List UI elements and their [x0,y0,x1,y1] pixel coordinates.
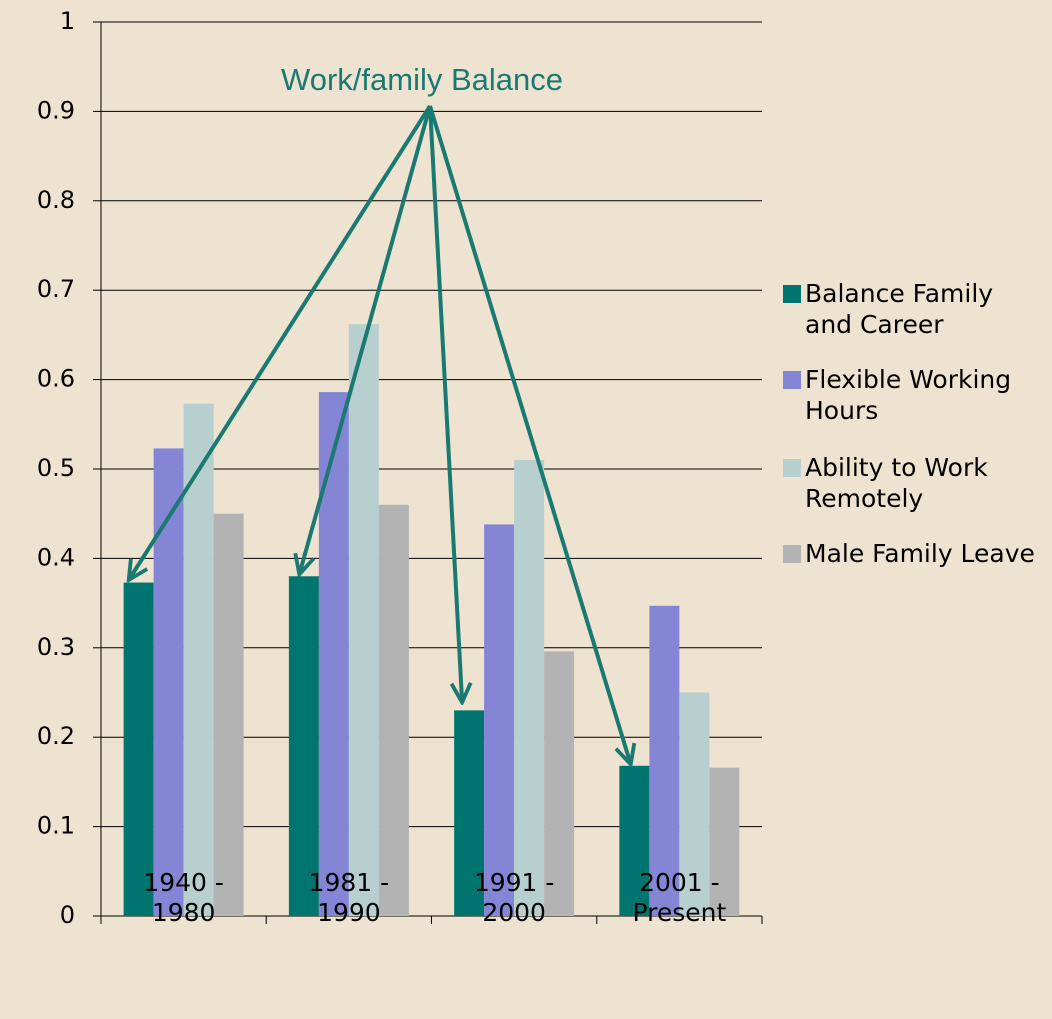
legend-label: Ability to Work Remotely [805,453,988,513]
y-tick-label: 0.7 [37,275,75,303]
legend-label: Balance Family and Career [805,279,994,339]
y-tick-label: 0.3 [37,633,75,661]
y-tick-label: 0 [60,901,75,929]
legend-label: Male Family Leave [805,539,1035,568]
bar [318,392,349,917]
bar [679,692,710,916]
y-tick-label: 1 [60,7,75,35]
bar [288,576,319,916]
arrow [428,105,630,762]
y-tick-label: 0.1 [37,812,75,840]
y-tick-label: 0.4 [37,543,75,571]
legend-swatch [783,545,801,563]
bar [454,710,485,916]
x-tick-label: 1940 - 1980 [143,868,224,927]
arrow [300,105,432,572]
bar [153,448,184,916]
arrow [130,104,432,578]
y-tick-label: 0.6 [37,365,75,393]
legend-swatch [783,371,801,389]
bar [649,605,680,916]
bar [544,651,575,916]
legend-swatch [783,285,801,303]
legend-swatch [783,459,801,477]
bar [123,582,154,916]
legend-label: Flexible Working Hours [805,365,1012,425]
annotation: Work/family Balance [281,62,563,97]
bar [213,513,244,916]
bar [514,460,545,916]
y-tick-label: 0.8 [37,186,75,214]
y-tick-label: 0.2 [37,722,75,750]
x-tick-label: 1991 - 2000 [473,868,555,927]
bar [709,767,740,916]
bar [183,403,214,916]
y-tick-label: 0.9 [37,96,75,124]
bar [378,504,409,916]
plot-area: 0 0.1 0.2 0.3 0.4 0.5 0.6 0.7 0.8 0.9 1 [37,7,763,929]
bar [348,324,379,916]
y-tick-label: 0.5 [37,454,75,482]
arrow [428,105,462,700]
bar [484,524,515,916]
bar [619,765,650,916]
x-tick-label: 2001 - Present [632,868,727,927]
x-tick-label: 1981 - 1990 [308,868,390,927]
annotation-arrows [130,104,630,762]
